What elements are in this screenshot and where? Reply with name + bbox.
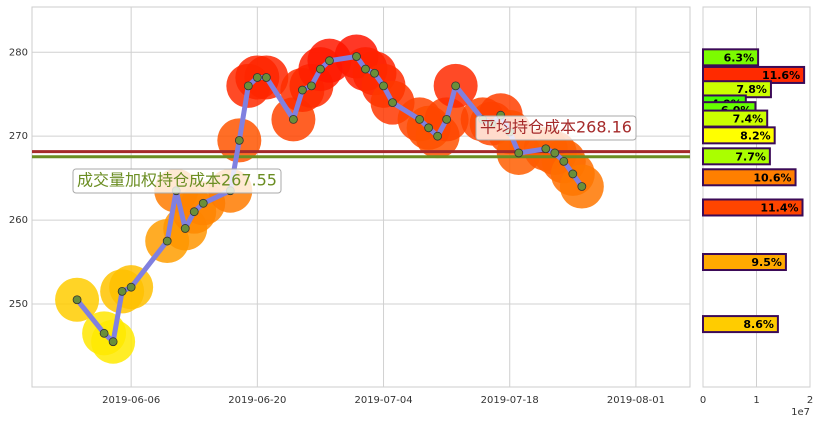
- y-tick-label: 280: [9, 47, 28, 58]
- point: [298, 85, 307, 95]
- point: [361, 64, 370, 74]
- annotation-text: 成交量加权持仓成本267.55: [77, 171, 277, 190]
- point: [108, 337, 118, 347]
- bar-label: 7.4%: [733, 113, 764, 126]
- x-tick-label: 1: [753, 395, 759, 406]
- point: [559, 156, 569, 166]
- point: [352, 52, 361, 61]
- point: [379, 81, 388, 91]
- point: [234, 135, 244, 145]
- point: [550, 148, 560, 158]
- point: [307, 81, 316, 91]
- bar: [702, 168, 797, 187]
- point: [577, 182, 587, 191]
- x-tick-label: 2019-06-20: [228, 395, 286, 406]
- point: [180, 224, 190, 233]
- point: [451, 81, 461, 91]
- point: [325, 56, 334, 66]
- bar: [702, 198, 804, 217]
- annotation: 成交量加权持仓成本267.55: [72, 168, 282, 194]
- x-tick-label: 2019-07-04: [354, 395, 412, 406]
- bar: [702, 253, 787, 272]
- bar: [702, 48, 760, 67]
- y-tick-label: 260: [9, 215, 28, 226]
- bar-label: 10.6%: [753, 171, 791, 184]
- point: [198, 198, 208, 208]
- bar: [702, 315, 779, 334]
- bar-label: 11.4%: [760, 201, 798, 214]
- bar-label: 7.7%: [735, 150, 766, 163]
- point: [252, 73, 262, 82]
- point: [288, 115, 298, 124]
- point: [117, 286, 127, 296]
- point: [388, 98, 397, 108]
- point: [99, 328, 109, 338]
- annotation: 平均持仓成本268.16: [475, 115, 637, 141]
- annotation-box: [475, 115, 637, 141]
- bar-label: 8.6%: [743, 318, 774, 331]
- y-tick-label: 270: [9, 131, 28, 142]
- x-offset-label: 1e7: [791, 407, 810, 418]
- point: [568, 169, 578, 179]
- y-tick-label: 250: [9, 299, 28, 310]
- point: [162, 236, 172, 246]
- point: [541, 144, 551, 154]
- point: [370, 68, 379, 78]
- point: [442, 115, 452, 124]
- x-tick-label: 2019-07-18: [481, 395, 539, 406]
- point: [316, 64, 325, 74]
- point: [261, 73, 271, 82]
- bar-label: 9.5%: [751, 256, 782, 269]
- bar-label: 11.6%: [762, 69, 800, 82]
- point: [424, 123, 434, 133]
- x-tick-label: 2: [807, 395, 813, 406]
- bar-label: 8.2%: [740, 129, 771, 142]
- point: [189, 207, 199, 217]
- annotation-box: [72, 168, 282, 194]
- bar: [702, 126, 776, 145]
- bar: [702, 147, 771, 166]
- point: [72, 295, 82, 305]
- point: [126, 282, 136, 292]
- annotation-text: 平均持仓成本268.16: [480, 118, 632, 137]
- point: [243, 81, 253, 91]
- bar-label: 7.8%: [736, 83, 767, 96]
- bar-label: 6.3%: [724, 51, 755, 64]
- point: [514, 148, 524, 158]
- point: [415, 115, 424, 124]
- x-tick-label: 2019-06-06: [102, 395, 160, 406]
- point: [433, 131, 443, 141]
- x-tick-label: 0: [700, 395, 706, 406]
- x-tick-label: 2019-08-01: [607, 395, 665, 406]
